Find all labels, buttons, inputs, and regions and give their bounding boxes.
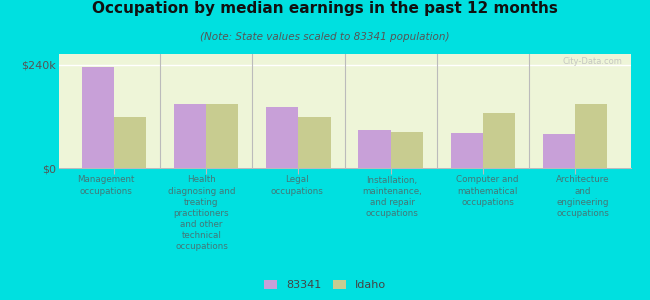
Bar [358,130,391,168]
Text: City-Data.com: City-Data.com [562,57,622,66]
Text: Legal
occupations: Legal occupations [270,176,323,196]
Bar [543,134,575,168]
Bar [174,104,206,168]
Bar [450,133,483,168]
Bar [114,117,146,168]
Text: Installation,
maintenance,
and repair
occupations: Installation, maintenance, and repair oc… [362,176,422,218]
Legend: 83341, Idaho: 83341, Idaho [259,275,391,294]
Text: Computer and
mathematical
occupations: Computer and mathematical occupations [456,176,519,207]
Bar [483,113,515,168]
Bar [266,107,298,168]
Text: (Note: State values scaled to 83341 population): (Note: State values scaled to 83341 popu… [200,32,450,41]
Bar [81,67,114,168]
Bar [298,117,331,168]
Text: Architecture
and
engineering
occupations: Architecture and engineering occupations [556,176,610,218]
Bar [206,104,239,168]
Text: Health
diagnosing and
treating
practitioners
and other
technical
occupations: Health diagnosing and treating practitio… [168,176,235,251]
Bar [391,132,423,168]
Text: Management
occupations: Management occupations [77,176,135,196]
Bar [575,104,608,168]
Text: Occupation by median earnings in the past 12 months: Occupation by median earnings in the pas… [92,2,558,16]
